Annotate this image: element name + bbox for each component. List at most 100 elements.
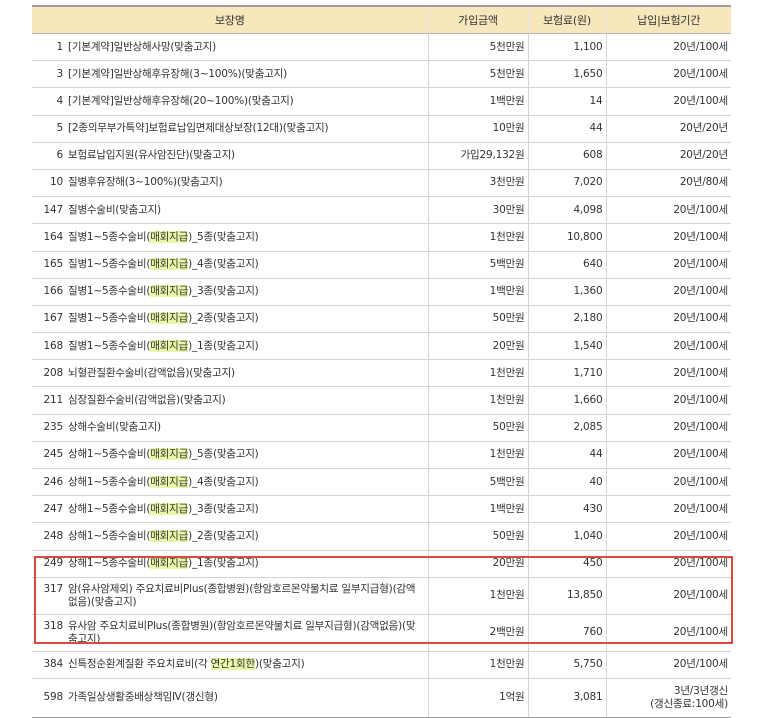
coverage-number: 208	[43, 366, 64, 379]
premium-cell: 13,850	[527, 577, 606, 615]
coverage-name: 보험료납입지원(유사암진단)(맞춤고지)	[68, 149, 235, 162]
amount-cell: 5천만원	[427, 60, 528, 89]
coverage-name: [2종의무부가특약]보험료납입면제대상보장(12대)(맞춤고지)	[68, 122, 329, 135]
period-cell: 20년/100세	[605, 278, 731, 306]
amount-cell: 1천만원	[427, 651, 528, 679]
amount-cell: 3천만원	[427, 169, 528, 198]
premium-cell: 44	[527, 441, 606, 470]
coverage-number: 166	[43, 285, 64, 298]
table-row: 318 유사암 주요치료비Plus(종합병원)(항암호르몬약물치료 일부지급형)(…	[32, 614, 731, 652]
amount-cell: 1천만원	[427, 577, 528, 615]
coverage-name-text: 질병1~5종수술비(	[68, 339, 151, 352]
coverage-name-text: 가족일상생활중배상책임Ⅳ(갱신형)	[68, 691, 218, 704]
coverage-name: 질병1~5종수술비(매회지급)_4종(맞춤고지)	[68, 258, 259, 271]
period-cell: 20년/100세	[605, 441, 731, 470]
coverage-name-highlight: 매회지급	[150, 448, 189, 461]
premium-cell: 2,085	[527, 414, 606, 442]
coverage-name: [기본계약]일반상해후유장해(20~100%)(맞춤고지)	[68, 95, 294, 108]
coverage-name-suffix: )(맞춤고지)	[254, 658, 305, 671]
coverage-number: 164	[43, 230, 64, 243]
coverage-name-cell: 10 질병후유장해(3~100%)(맞춤고지)	[32, 169, 428, 198]
premium-cell: 1,650	[527, 60, 606, 89]
coverage-name: 상해1~5종수술비(매회지급)_3종(맞춤고지)	[68, 502, 259, 516]
coverage-name-text: 질병1~5종수술비(	[68, 285, 151, 298]
coverage-name-text: 질병수술비(맞춤고지)	[68, 203, 161, 216]
table-body: 1 [기본계약]일반상해사망(맞춤고지) 5천만원 1,100 20년/100세 3 [기본…	[32, 33, 731, 718]
amount-cell: 30만원	[427, 196, 528, 225]
coverage-name: 질병1~5종수술비(매회지급)_2종(맞춤고지)	[68, 312, 259, 325]
coverage-number: 317	[43, 582, 64, 595]
coverage-name-text: 상해1~5종수술비(	[68, 557, 151, 570]
amount-cell: 2백만원	[427, 614, 528, 652]
amount-cell: 10만원	[427, 115, 528, 143]
coverage-name-highlight: 매회지급	[150, 312, 189, 325]
coverage-name: 질병수술비(맞춤고지)	[68, 204, 161, 217]
coverage-name-highlight: 매회지급	[150, 285, 189, 298]
coverage-number: 247	[43, 502, 64, 515]
coverage-name-cell: 165 질병1~5종수술비(매회지급)_4종(맞춤고지)	[32, 251, 428, 279]
coverage-name-cell: 384 신특정순환계질환 주요치료비(각 연간1회한)(맞춤고지)	[32, 651, 428, 679]
period-cell: 20년/100세	[605, 550, 731, 578]
coverage-name-cell: 248 상해1~5종수술비(매회지급)_2종(맞춤고지)	[32, 522, 428, 551]
coverage-name-text: [기본계약]일반상해후유장해(3~100%)(맞춤고지)	[68, 67, 288, 80]
period-cell: 20년/100세	[605, 33, 731, 62]
premium-cell: 3,081	[527, 678, 606, 718]
coverage-number: 245	[43, 448, 64, 461]
premium-cell: 430	[527, 495, 606, 524]
coverage-name-text: 신특정순환계질환 주요치료비(각	[68, 658, 211, 671]
coverage-number: 4	[56, 94, 64, 107]
coverage-name-cell: 249 상해1~5종수술비(매회지급)_1종(맞춤고지)	[32, 550, 428, 578]
table-row: 166 질병1~5종수술비(매회지급)_3종(맞춤고지) 1백만원 1,360 20년/…	[32, 278, 731, 306]
coverage-name-cell: 235 상해수술비(맞춤고지)	[32, 414, 428, 442]
coverage-name-text: [기본계약]일반상해사망(맞춤고지)	[68, 40, 217, 53]
coverage-name-cell: 168 질병1~5종수술비(매회지급)_1종(맞춤고지)	[32, 332, 428, 361]
coverage-name-cell: 164 질병1~5종수술비(매회지급)_5종(맞춤고지)	[32, 223, 428, 252]
amount-cell: 가입29,132원	[427, 142, 528, 170]
table-header-row: 보장명 가입금액 보험료(원) 납입|보험기간	[32, 5, 731, 34]
coverage-name-text: 질병1~5종수술비(	[68, 312, 151, 325]
premium-cell: 1,710	[527, 359, 606, 388]
coverage-number: 5	[56, 122, 64, 135]
coverage-name: [기본계약]일반상해후유장해(3~100%)(맞춤고지)	[68, 68, 287, 81]
period-cell: 20년/100세	[605, 87, 731, 116]
table-row: 245 상해1~5종수술비(매회지급)_5종(맞춤고지) 1천만원 44 20년/100…	[32, 441, 731, 470]
premium-cell: 2,180	[527, 305, 606, 334]
coverage-name-text: 심장질환수술비(감액없음)(맞춤고지)	[68, 393, 226, 406]
period-cell: 20년/100세	[605, 495, 731, 524]
coverage-number: 147	[43, 203, 64, 216]
coverage-name: 심장질환수술비(감액없음)(맞춤고지)	[68, 394, 226, 407]
coverage-name-cell: 5 [2종의무부가특약]보험료납입면제대상보장(12대)(맞춤고지)	[32, 115, 428, 143]
table-row: 147 질병수술비(맞춤고지) 30만원 4,098 20년/100세	[32, 196, 731, 225]
coverage-name-text: 암(유사암제외) 주요치료비Plus(종합병원)(항암호르몬약물치료 일부지급형…	[68, 582, 416, 608]
coverage-name-text: 상해수술비(맞춤고지)	[68, 421, 161, 434]
premium-cell: 1,540	[527, 332, 606, 361]
table-row: 4 [기본계약]일반상해후유장해(20~100%)(맞춤고지) 1백만원 14 20년/…	[32, 87, 731, 116]
coverage-name-text: 유사암 주요치료비Plus(종합병원)(항암호르몬약물치료 일부지급형)(감액없…	[68, 619, 416, 645]
table-row: 6 보험료납입지원(유사암진단)(맞춤고지) 가입29,132원 608 20년/20년	[32, 142, 731, 170]
table-row: 168 질병1~5종수술비(매회지급)_1종(맞춤고지) 20만원 1,540 20년/…	[32, 332, 731, 361]
premium-cell: 760	[527, 614, 606, 652]
amount-cell: 20만원	[427, 550, 528, 578]
coverage-name-cell: 247 상해1~5종수술비(매회지급)_3종(맞춤고지)	[32, 495, 428, 524]
period-cell: 3년/3년갱신 (갱신종료:100세)	[605, 678, 731, 718]
coverage-number: 6	[56, 149, 64, 162]
table-row: 1 [기본계약]일반상해사망(맞춤고지) 5천만원 1,100 20년/100세	[32, 33, 731, 62]
coverage-number: 1	[56, 40, 64, 53]
coverage-name-text: 상해1~5종수술비(	[68, 502, 151, 515]
table-row: 249 상해1~5종수술비(매회지급)_1종(맞춤고지) 20만원 450 20년/10…	[32, 550, 731, 578]
coverage-name-cell: 318 유사암 주요치료비Plus(종합병원)(항암호르몬약물치료 일부지급형)(…	[32, 614, 428, 652]
premium-cell: 5,750	[527, 651, 606, 679]
coverage-number: 3	[56, 67, 64, 80]
table-row: 246 상해1~5종수술비(매회지급)_4종(맞춤고지) 5백만원 40 20년/100…	[32, 468, 731, 497]
coverage-name-suffix: )_5종(맞춤고지)	[188, 448, 259, 461]
coverage-name: [기본계약]일반상해사망(맞춤고지)	[68, 41, 216, 54]
coverage-name-cell: 245 상해1~5종수술비(매회지급)_5종(맞춤고지)	[32, 441, 428, 470]
coverage-name-text: 상해1~5종수술비(	[68, 448, 151, 461]
amount-cell: 1천만원	[427, 386, 528, 415]
coverage-name-cell: 598 가족일상생활중배상책임Ⅳ(갱신형)	[32, 678, 428, 718]
coverage-name-cell: 147 질병수술비(맞춤고지)	[32, 196, 428, 225]
coverage-name-cell: 211 심장질환수술비(감액없음)(맞춤고지)	[32, 386, 428, 415]
coverage-number: 598	[43, 691, 64, 704]
coverage-name-cell: 4 [기본계약]일반상해후유장해(20~100%)(맞춤고지)	[32, 87, 428, 116]
premium-cell: 608	[527, 142, 606, 170]
